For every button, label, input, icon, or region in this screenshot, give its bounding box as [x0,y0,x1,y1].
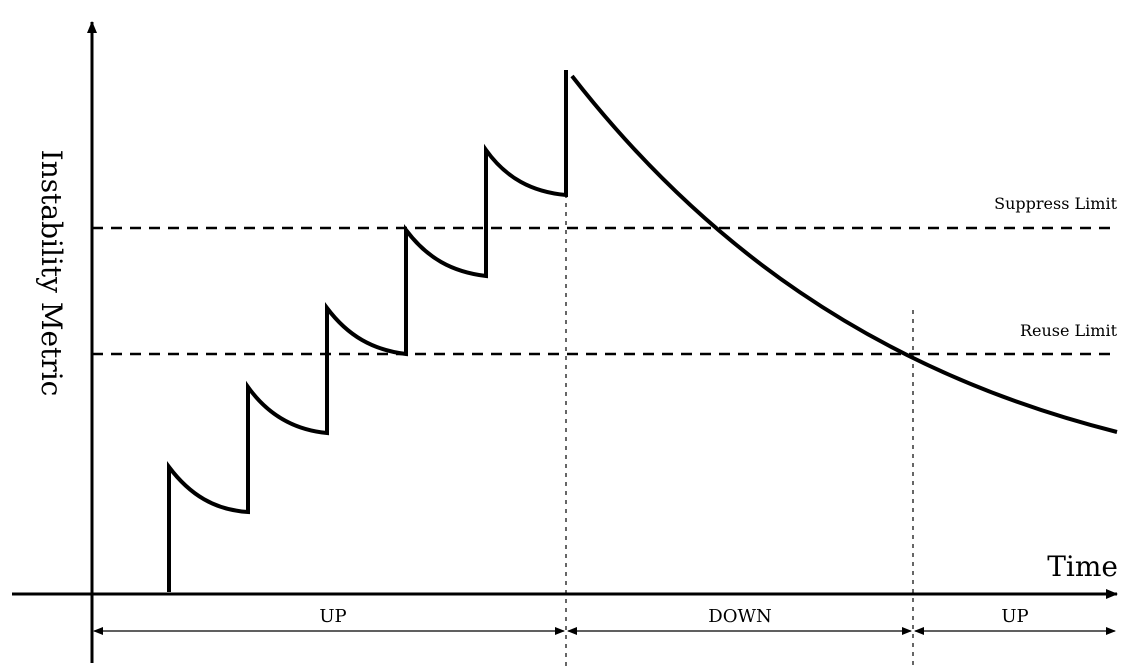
y-axis-title: Instability Metric [35,150,68,397]
reuse-limit-label: Reuse Limit [1020,321,1118,340]
up-span-label-1: UP [319,606,346,627]
instability-curve [167,70,1118,592]
x-axis-title: Time [1047,550,1118,583]
down-span-label: DOWN [708,606,771,627]
up-span-label-2: UP [1001,606,1028,627]
suppress-limit-label: Suppress Limit [994,194,1117,213]
